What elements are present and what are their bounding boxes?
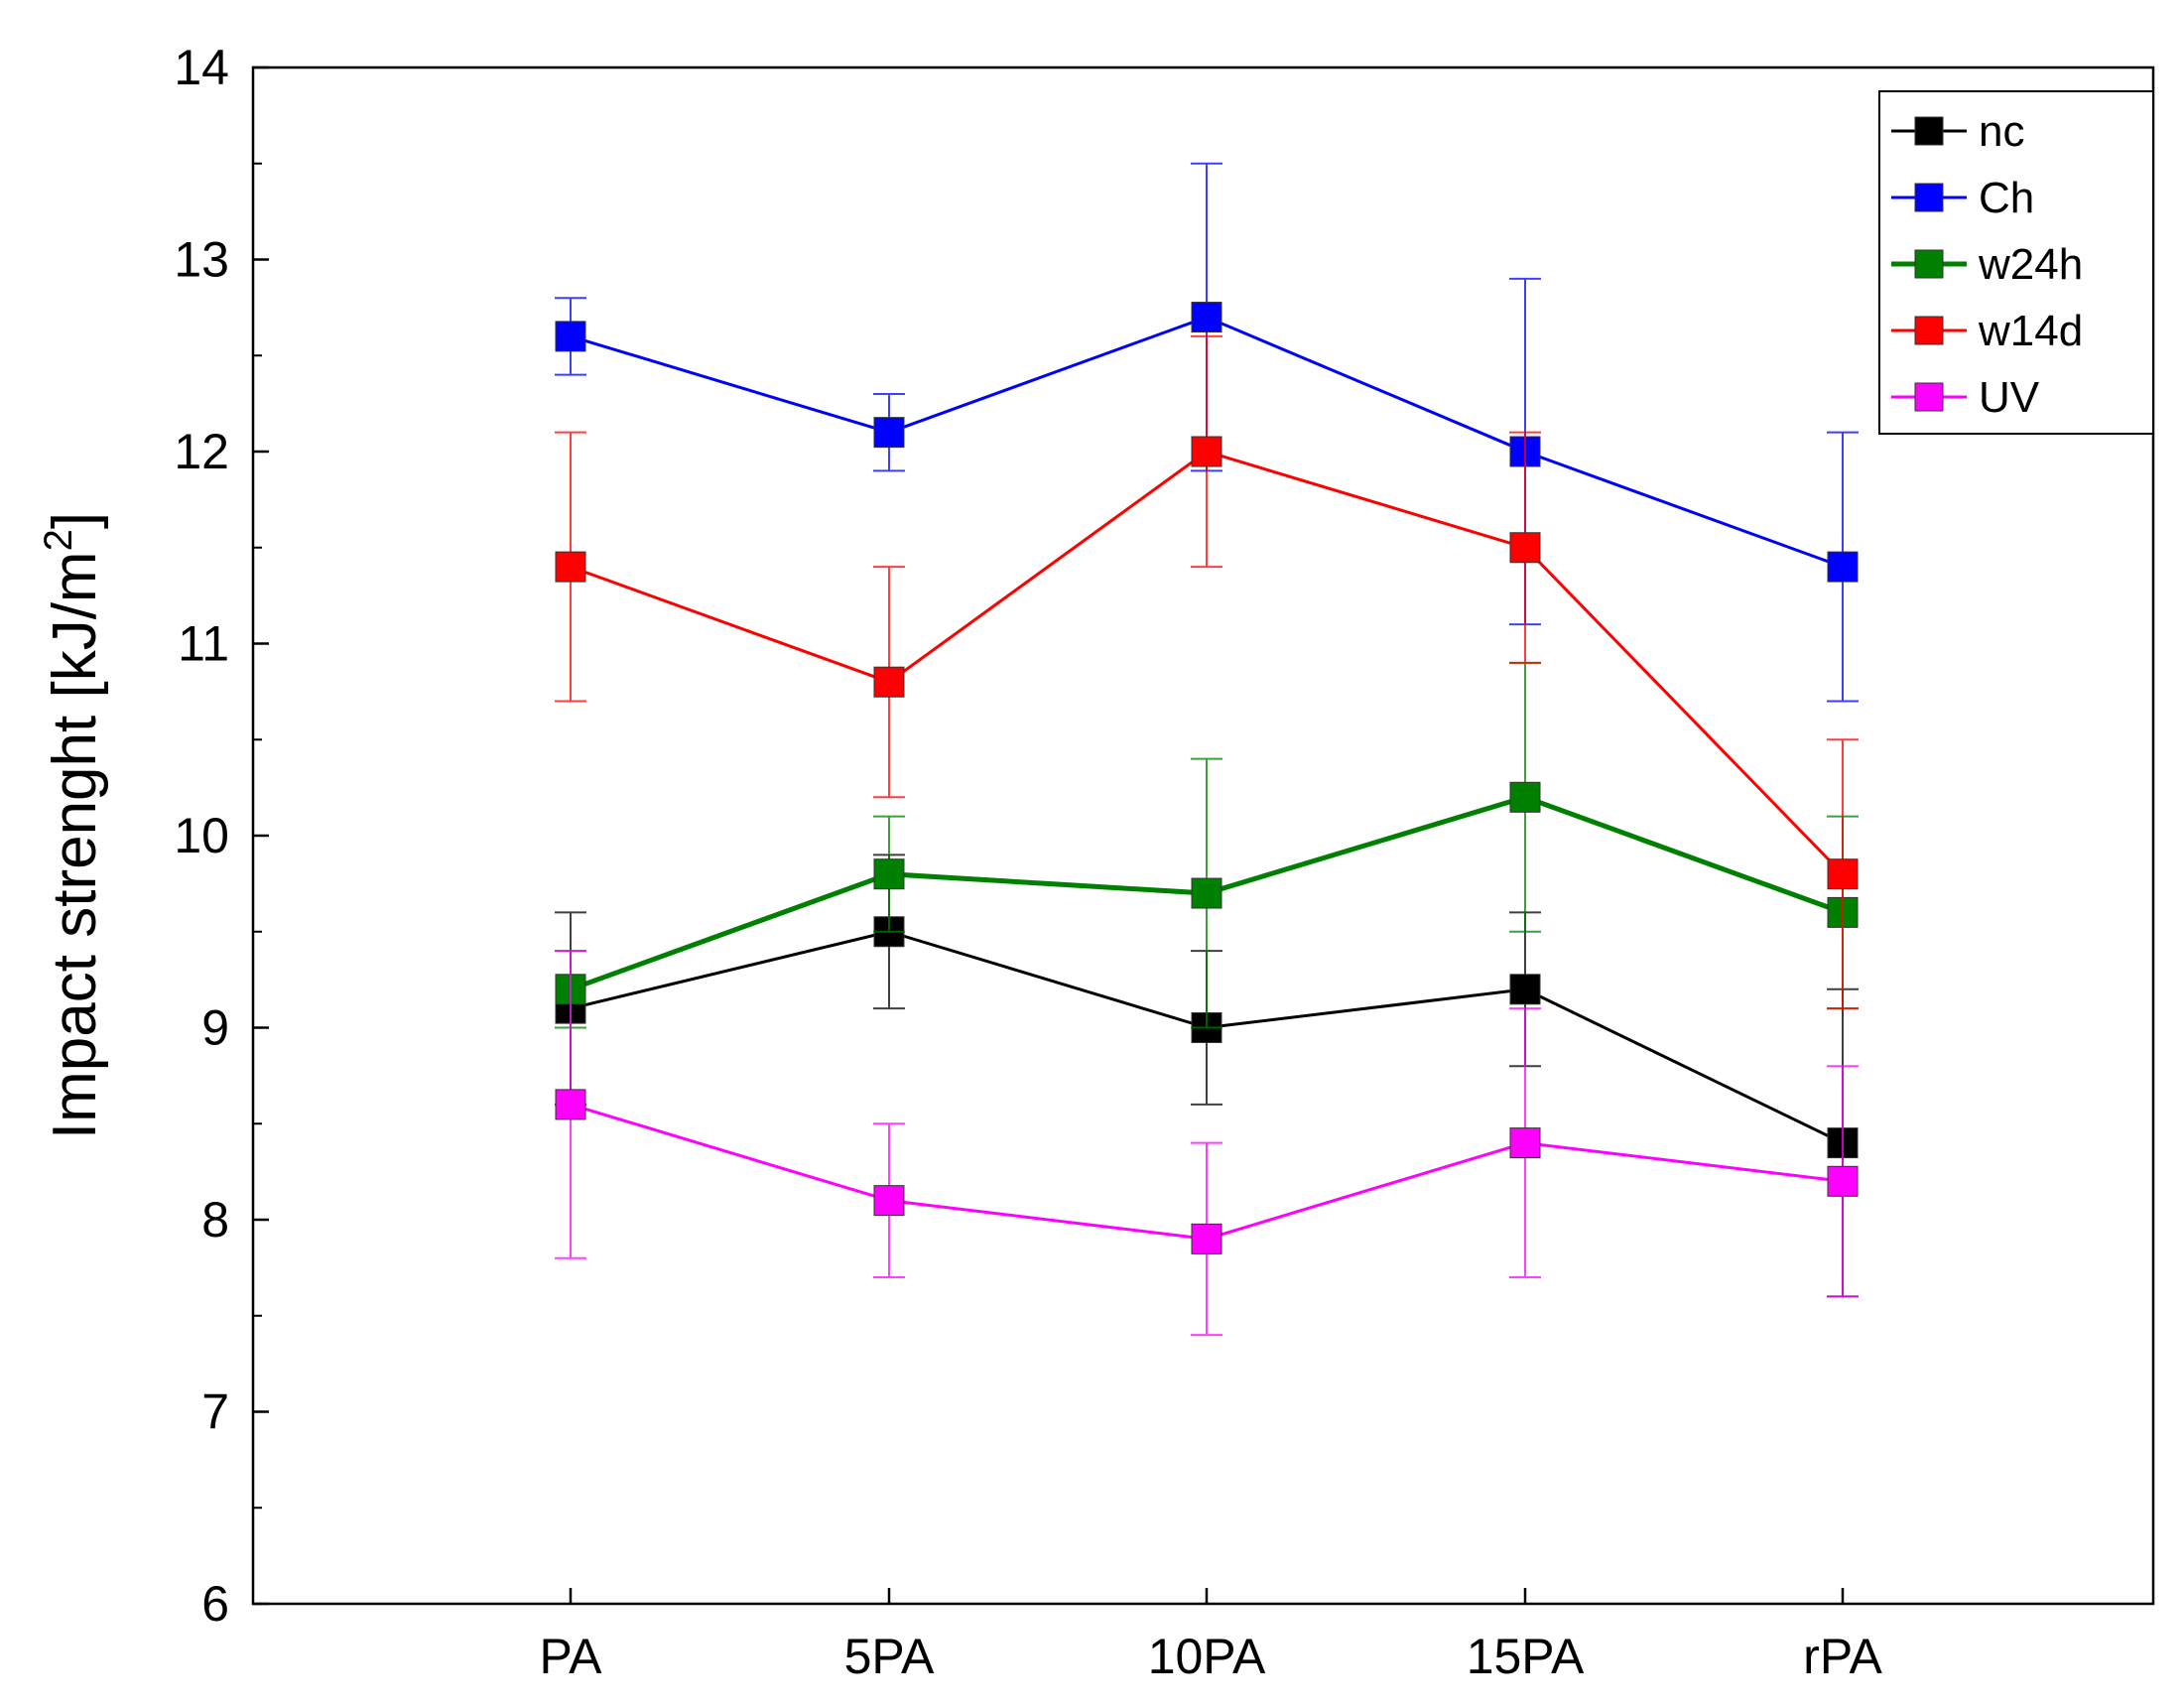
legend-item-Ch: Ch xyxy=(1891,174,2034,222)
x-tick-label: 15PA xyxy=(1467,1629,1585,1684)
y-axis: 6 7 8 9 10 11 12 13 14 xyxy=(174,40,269,1632)
legend-item-UV: UV xyxy=(1891,373,2040,422)
data-point xyxy=(1827,1165,1859,1197)
legend-marker xyxy=(1914,249,1944,279)
data-point xyxy=(1191,302,1222,333)
data-point xyxy=(555,1089,586,1120)
data-point xyxy=(1191,436,1222,467)
legend-label: nc xyxy=(1979,107,2024,156)
data-point xyxy=(1191,877,1222,909)
legend-item-nc: nc xyxy=(1891,107,2024,156)
data-point xyxy=(873,666,905,698)
series-UV xyxy=(555,950,1859,1337)
data-point xyxy=(1509,1127,1541,1159)
y-tick-label: 7 xyxy=(201,1384,229,1440)
series-w14d xyxy=(555,334,1859,1010)
legend: nc Ch w24h w14d UV xyxy=(1878,90,2154,435)
data-point xyxy=(555,321,586,352)
legend-marker xyxy=(1914,382,1944,412)
data-point xyxy=(1509,974,1541,1005)
y-tick-label: 13 xyxy=(174,232,229,288)
legend-marker xyxy=(1914,116,1944,146)
x-tick-label: PA xyxy=(540,1629,603,1684)
y-tick-label: 10 xyxy=(174,808,229,863)
legend-marker xyxy=(1914,316,1944,345)
data-point xyxy=(1827,858,1859,890)
x-tick-label: 5PA xyxy=(844,1629,935,1684)
data-point xyxy=(1191,1223,1222,1254)
y-tick-label: 8 xyxy=(201,1192,229,1248)
legend-label: w24h xyxy=(1978,240,2083,289)
y-axis-title-superscript: 2 xyxy=(37,529,80,551)
data-point xyxy=(1509,532,1541,564)
y-axis-title: Impact strenght [kJ/m2] xyxy=(37,512,109,1139)
x-tick-label: 10PA xyxy=(1148,1629,1266,1684)
y-axis-title-main: Impact strenght [kJ/m xyxy=(41,551,109,1139)
x-axis: PA 5PA 10PA 15PA rPA xyxy=(540,1588,1882,1684)
legend-marker xyxy=(1914,183,1944,212)
series-w24h xyxy=(555,661,1859,1029)
y-tick-label: 14 xyxy=(174,40,229,95)
plot-frame xyxy=(251,66,2155,1606)
data-point xyxy=(873,1185,905,1217)
series-Ch xyxy=(555,162,1859,703)
y-tick-label: 6 xyxy=(201,1576,229,1632)
legend-label: UV xyxy=(1979,373,2040,422)
legend-label: Ch xyxy=(1979,174,2034,222)
data-point xyxy=(1827,551,1859,583)
data-point xyxy=(873,858,905,890)
x-tick-label: rPA xyxy=(1803,1629,1882,1684)
y-axis-title-suffix: ] xyxy=(41,512,109,529)
legend-item-w14d: w14d xyxy=(1891,307,2083,355)
legend-label: w14d xyxy=(1978,307,2083,355)
plot-border xyxy=(251,66,2155,1606)
y-tick-label: 9 xyxy=(201,1000,229,1056)
y-tick-label: 11 xyxy=(178,616,229,672)
data-point xyxy=(555,551,586,583)
data-point xyxy=(873,417,905,449)
series-layer xyxy=(555,162,1859,1337)
y-tick-label: 12 xyxy=(174,424,229,479)
legend-item-w24h: w24h xyxy=(1891,240,2083,289)
data-point xyxy=(1509,781,1541,813)
